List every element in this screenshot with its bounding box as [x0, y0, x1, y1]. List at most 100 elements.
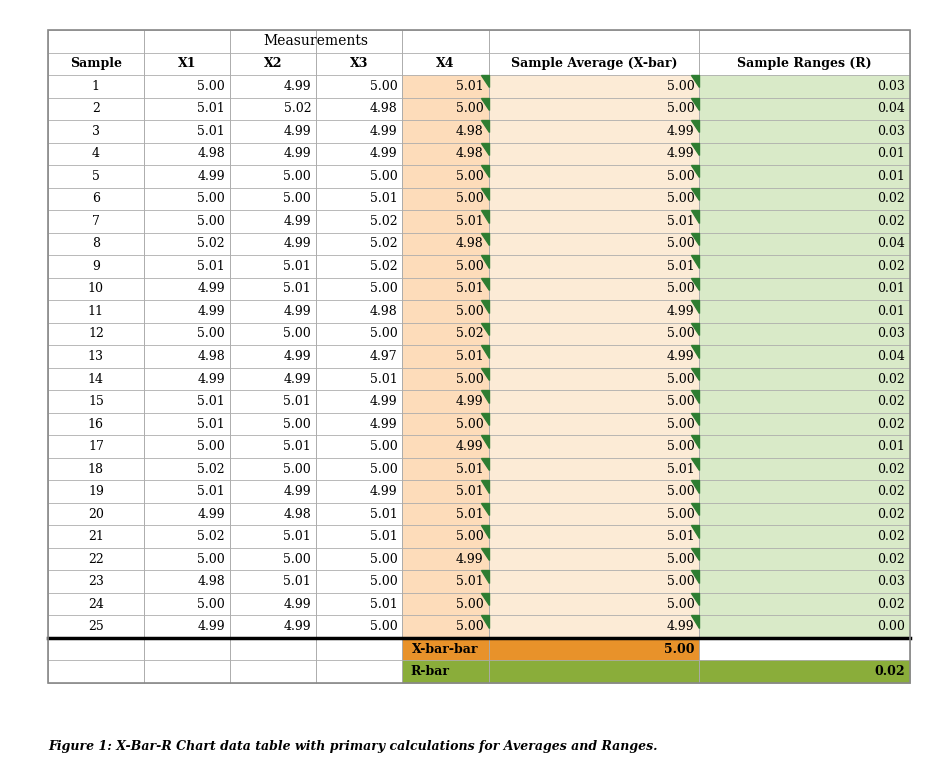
Polygon shape: [480, 97, 489, 110]
Bar: [489, 525, 699, 548]
Bar: [489, 97, 699, 120]
Text: 4.99: 4.99: [198, 282, 225, 296]
Bar: [402, 615, 489, 638]
Bar: [144, 480, 230, 503]
Text: 13: 13: [88, 350, 104, 363]
Bar: [317, 53, 402, 75]
Bar: [144, 323, 230, 345]
Bar: [230, 436, 317, 457]
Bar: [48, 661, 144, 683]
Text: 5.00: 5.00: [369, 170, 398, 183]
Bar: [317, 457, 402, 480]
Text: 4.99: 4.99: [198, 373, 225, 386]
Bar: [230, 615, 317, 638]
Text: 5.00: 5.00: [456, 170, 483, 183]
Text: 4.99: 4.99: [667, 350, 694, 363]
Text: 5.01: 5.01: [369, 192, 398, 205]
Bar: [489, 661, 699, 683]
Text: 5.00: 5.00: [284, 463, 311, 475]
Text: 4.98: 4.98: [197, 575, 225, 588]
Bar: [402, 210, 489, 233]
Text: 5.01: 5.01: [667, 463, 694, 475]
Text: 5.01: 5.01: [284, 530, 311, 543]
Bar: [489, 210, 699, 233]
Text: 4.99: 4.99: [284, 124, 311, 138]
Bar: [230, 391, 317, 413]
Polygon shape: [691, 503, 699, 515]
Text: 14: 14: [88, 373, 104, 386]
Bar: [699, 120, 910, 142]
Polygon shape: [480, 187, 489, 200]
Text: 4.99: 4.99: [667, 620, 694, 633]
Bar: [489, 391, 699, 413]
Text: 5.00: 5.00: [667, 552, 694, 566]
Bar: [48, 457, 144, 480]
Bar: [144, 75, 230, 97]
Text: 5.00: 5.00: [284, 192, 311, 205]
Bar: [144, 593, 230, 615]
Polygon shape: [691, 345, 699, 358]
Text: 5.00: 5.00: [667, 395, 694, 408]
Text: 4.99: 4.99: [370, 418, 398, 430]
Text: 5.01: 5.01: [197, 103, 225, 115]
Bar: [489, 323, 699, 345]
Bar: [230, 638, 317, 661]
Text: 5.00: 5.00: [197, 192, 225, 205]
Polygon shape: [480, 368, 489, 380]
Polygon shape: [691, 210, 699, 223]
Bar: [144, 661, 230, 683]
Bar: [48, 142, 144, 165]
Bar: [230, 97, 317, 120]
Bar: [489, 142, 699, 165]
Bar: [317, 661, 402, 683]
Bar: [144, 413, 230, 436]
Text: 5.01: 5.01: [456, 463, 483, 475]
Text: 0.02: 0.02: [877, 507, 905, 520]
Bar: [144, 638, 230, 661]
Bar: [317, 593, 402, 615]
Text: 5.01: 5.01: [369, 530, 398, 543]
Polygon shape: [691, 436, 699, 447]
Text: 5.00: 5.00: [197, 598, 225, 611]
Bar: [317, 233, 402, 255]
Text: 5.00: 5.00: [197, 440, 225, 453]
Bar: [230, 75, 317, 97]
Polygon shape: [691, 142, 699, 155]
Bar: [230, 278, 317, 300]
Bar: [402, 278, 489, 300]
Text: 4.98: 4.98: [369, 305, 398, 318]
Bar: [402, 120, 489, 142]
Text: 5.00: 5.00: [667, 507, 694, 520]
Text: 5.00: 5.00: [664, 643, 694, 656]
Bar: [317, 391, 402, 413]
Text: 0.03: 0.03: [877, 575, 905, 588]
Text: 5.02: 5.02: [284, 103, 311, 115]
Bar: [489, 436, 699, 457]
Bar: [144, 210, 230, 233]
Bar: [489, 233, 699, 255]
Bar: [699, 142, 910, 165]
Text: 6: 6: [92, 192, 100, 205]
Text: 4.99: 4.99: [284, 485, 311, 498]
Bar: [699, 187, 910, 210]
Bar: [230, 661, 317, 683]
Text: 4.99: 4.99: [370, 147, 398, 160]
Polygon shape: [691, 368, 699, 380]
Text: 5.00: 5.00: [456, 305, 483, 318]
Bar: [489, 187, 699, 210]
Text: 5.00: 5.00: [667, 103, 694, 115]
Bar: [699, 300, 910, 323]
Text: 0.01: 0.01: [877, 440, 905, 453]
Text: 0.02: 0.02: [877, 463, 905, 475]
Bar: [317, 480, 402, 503]
Text: 4.99: 4.99: [198, 620, 225, 633]
Polygon shape: [480, 165, 489, 177]
Bar: [699, 615, 910, 638]
Bar: [317, 210, 402, 233]
Text: 0.01: 0.01: [877, 305, 905, 318]
Text: 5.02: 5.02: [370, 260, 398, 273]
Bar: [144, 391, 230, 413]
Bar: [230, 120, 317, 142]
Bar: [489, 30, 699, 53]
Text: 5: 5: [92, 170, 100, 183]
